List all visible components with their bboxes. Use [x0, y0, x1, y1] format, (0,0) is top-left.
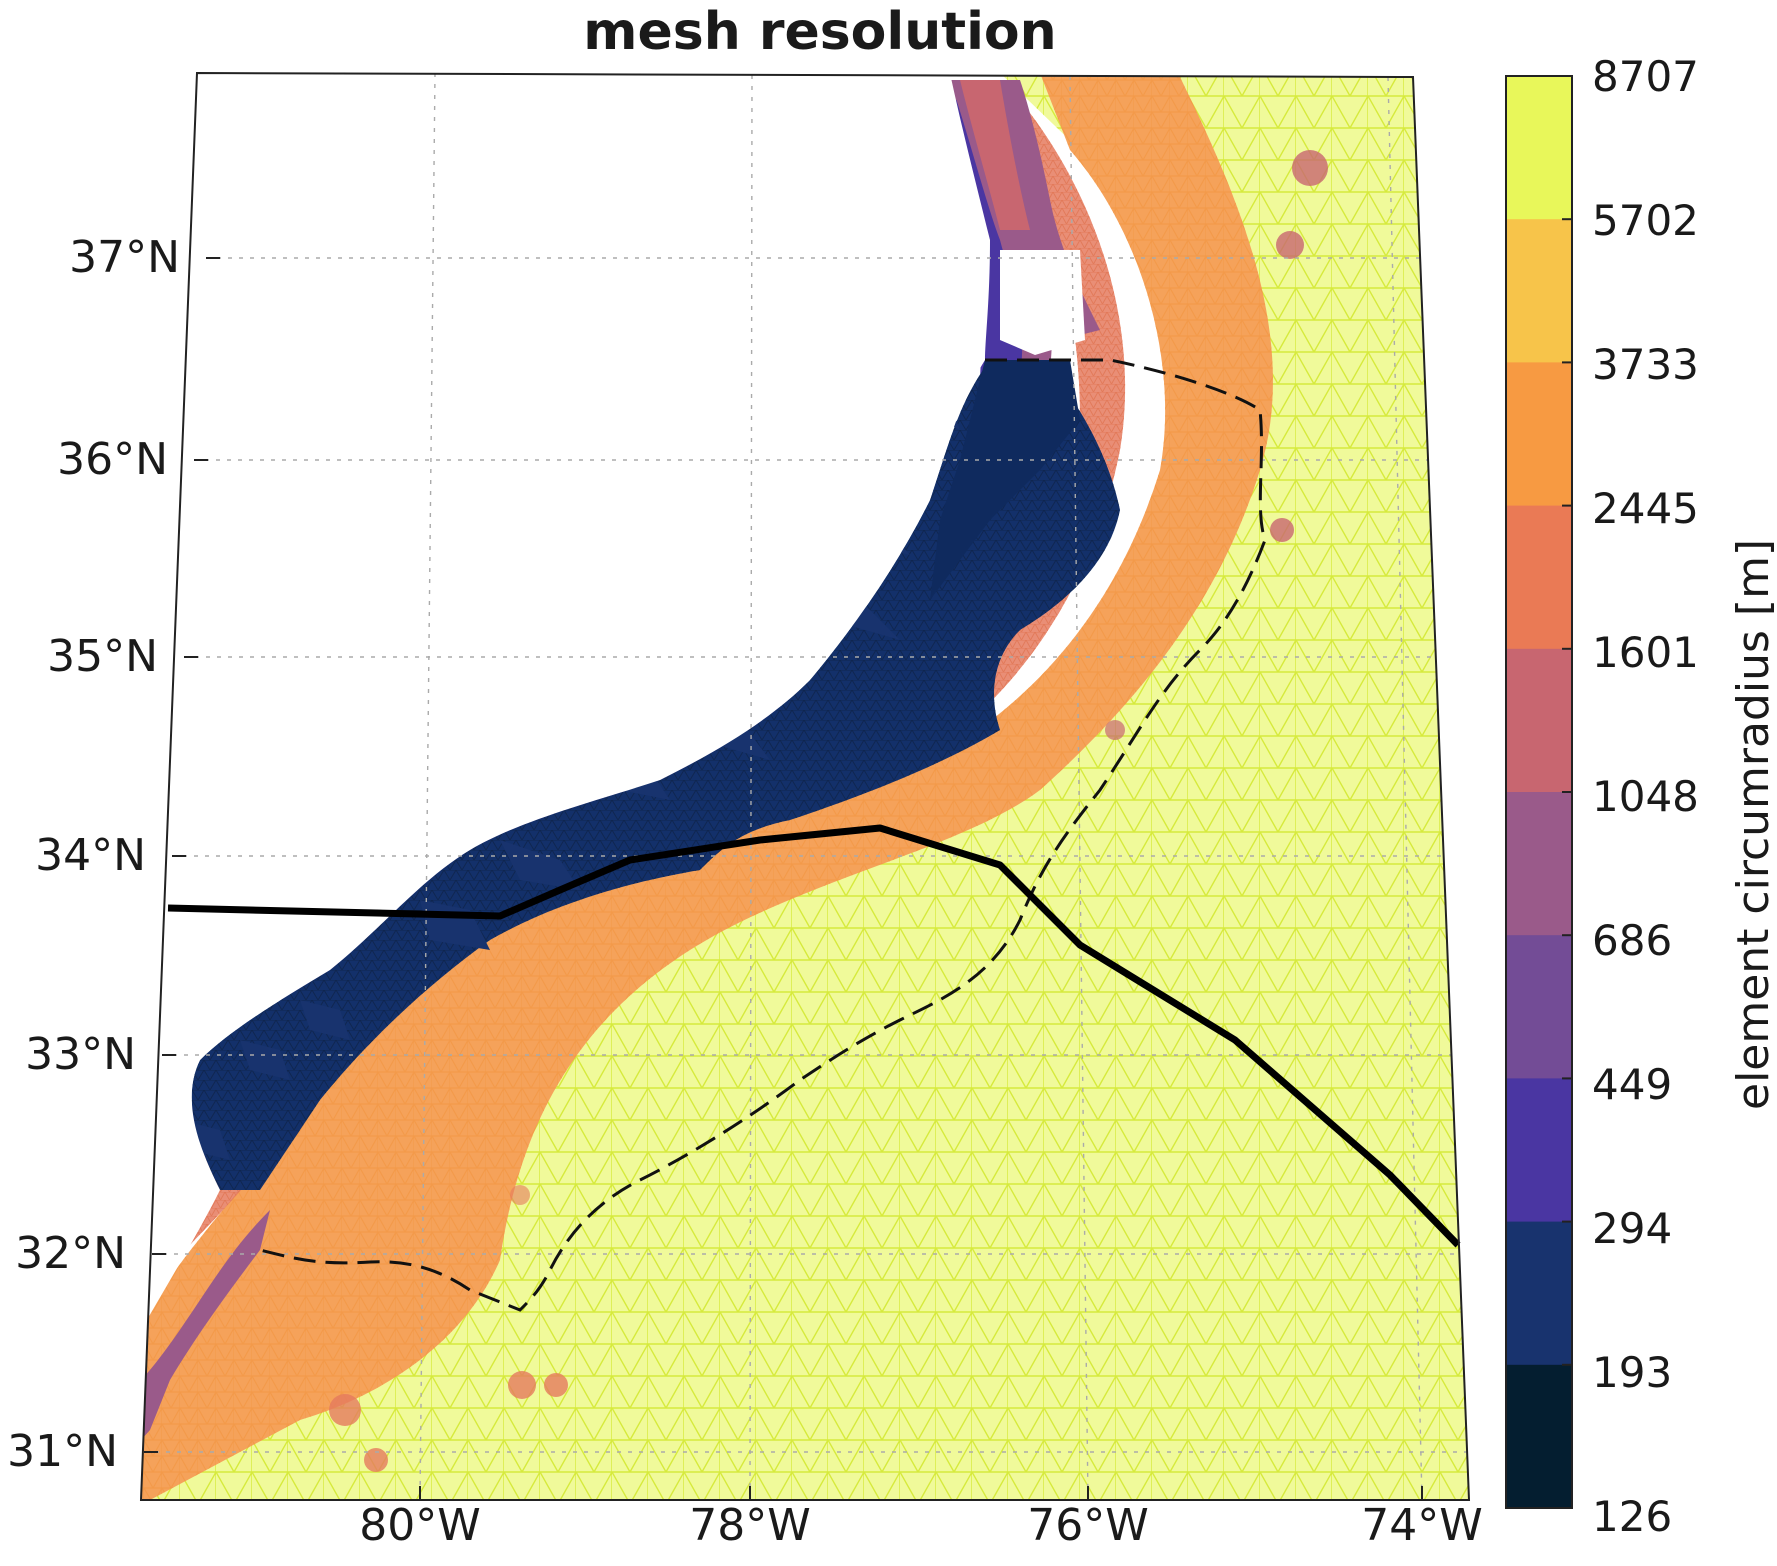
map-title: mesh resolution	[583, 2, 1057, 62]
colorbar-tick-5702: 5702	[1592, 196, 1699, 245]
map-frame	[139, 71, 1471, 1501]
lat-label-31: 31°N	[7, 1426, 118, 1477]
colorbar-tick-8707: 8707	[1592, 52, 1699, 101]
colorbar-segment	[1506, 1221, 1572, 1366]
colorbar-tick-1048: 1048	[1592, 772, 1699, 821]
land-region	[141, 73, 990, 1330]
lat-label-36: 36°N	[57, 434, 168, 485]
lat-label-34: 34°N	[35, 830, 146, 881]
lon-label-80w: 80°W	[359, 1500, 481, 1551]
colorbar-title: element circumradius [m]	[1728, 538, 1777, 1110]
colorbar-segment	[1506, 505, 1572, 650]
colorbar-segment	[1506, 219, 1572, 363]
lat-label-32: 32°N	[15, 1228, 126, 1279]
dashed-boundary	[259, 358, 1267, 1312]
colorbar-segment	[1506, 935, 1572, 1079]
colorbar-tick-294: 294	[1592, 1204, 1673, 1253]
lon-label-74w: 74°W	[1361, 1500, 1483, 1551]
colorbar-tick-686: 686	[1592, 916, 1673, 965]
colorbar-tick-2445: 2445	[1592, 484, 1699, 533]
lat-label-35: 35°N	[47, 631, 158, 682]
colorbar-segment	[1506, 1364, 1572, 1509]
colorbar-tick-1601: 1601	[1592, 628, 1699, 677]
colorbar-tick-193: 193	[1592, 1348, 1673, 1397]
lon-label-76w: 76°W	[1027, 1500, 1149, 1551]
graticule	[144, 72, 1467, 1501]
colorbar-segment	[1506, 792, 1572, 936]
track-line	[167, 824, 1461, 1248]
colorbar-segment	[1506, 76, 1572, 220]
colorbar-tick-126: 126	[1592, 1492, 1673, 1541]
lat-label-33: 33°N	[25, 1029, 136, 1080]
colorbar-segment	[1506, 648, 1572, 793]
mesh-field	[141, 73, 1469, 1500]
colorbar	[1505, 75, 1573, 1509]
colorbar-tick-3733: 3733	[1592, 340, 1699, 389]
colorbar-segment	[1506, 362, 1572, 507]
colorbar-tick-449: 449	[1592, 1060, 1673, 1109]
lat-label-37: 37°N	[69, 232, 180, 283]
lon-label-78w: 78°W	[689, 1500, 811, 1551]
colorbar-segment	[1506, 1078, 1572, 1223]
